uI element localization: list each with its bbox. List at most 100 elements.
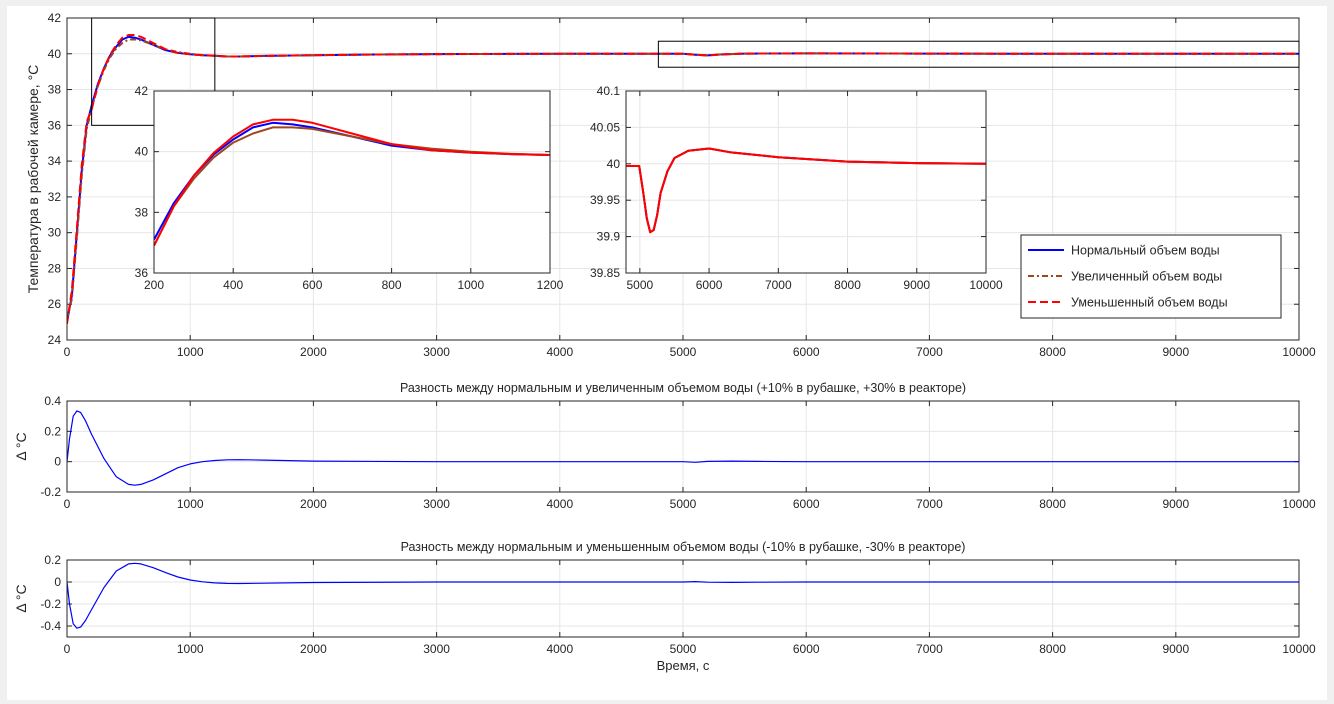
y-tick-label: 28 bbox=[48, 261, 62, 275]
x-tick-label: 600 bbox=[302, 278, 322, 292]
series-group bbox=[154, 118, 550, 247]
y-tick-label: -0.2 bbox=[40, 597, 61, 611]
y-tick-label: 42 bbox=[48, 11, 62, 25]
y-tick-label: 30 bbox=[48, 226, 62, 240]
axes-border bbox=[66, 400, 1300, 493]
legend-box bbox=[1020, 234, 1282, 319]
axes-border bbox=[625, 90, 987, 274]
y-tick-label: 34 bbox=[48, 154, 62, 168]
y-axis-label: Δ °C bbox=[13, 584, 29, 612]
axes-border bbox=[66, 559, 1300, 638]
x-tick-label: 1000 bbox=[177, 642, 204, 656]
x-tick-label: 2000 bbox=[300, 497, 327, 511]
x-tick-label: 10000 bbox=[969, 278, 1003, 292]
x-tick-label: 10000 bbox=[1282, 642, 1316, 656]
x-tick-label: 9000 bbox=[1162, 497, 1189, 511]
x-tick-label: 10000 bbox=[1282, 345, 1316, 359]
x-tick-label: 0 bbox=[64, 642, 71, 656]
x-tick-label: 4000 bbox=[546, 497, 573, 511]
y-tick-label: 40 bbox=[48, 47, 62, 61]
x-tick-label: 1000 bbox=[177, 497, 204, 511]
x-tick-label: 5000 bbox=[626, 278, 653, 292]
series-line-named-2 bbox=[626, 147, 986, 234]
x-tick-label: 7000 bbox=[916, 497, 943, 511]
x-tick-label: 4000 bbox=[546, 345, 573, 359]
chart-title: Разность между нормальным и уменьшенным … bbox=[401, 540, 966, 554]
series-group bbox=[67, 410, 1299, 486]
y-tick-label: 39.85 bbox=[590, 266, 620, 280]
legend-entry-0: Нормальный объем воды bbox=[1071, 244, 1220, 258]
y-tick-label: 40.1 bbox=[597, 84, 621, 98]
x-axis-label: Время, с bbox=[657, 658, 710, 673]
zoom-boxes-layer bbox=[91, 17, 1300, 126]
chart-title: Разность между нормальным и увеличенным … bbox=[400, 381, 966, 395]
y-tick-label: 40 bbox=[135, 145, 149, 159]
series-line-diff-0 bbox=[67, 410, 1299, 486]
y-tick-label: 39.95 bbox=[590, 193, 620, 207]
x-tick-label: 9000 bbox=[1162, 642, 1189, 656]
series-line-named-2 bbox=[154, 118, 550, 247]
y-tick-label: 0 bbox=[54, 455, 61, 469]
series-line-named-1 bbox=[154, 126, 550, 247]
y-tick-label: 36 bbox=[135, 266, 149, 280]
x-tick-label: 8000 bbox=[1039, 345, 1066, 359]
insets-layer: 200 400 600 800 1000 1200 36 38 40 42 5000 6000 7000… bbox=[135, 84, 1003, 292]
x-tick-label: 6000 bbox=[696, 278, 723, 292]
x-tick-label: 3000 bbox=[423, 642, 450, 656]
axes-1: 200 400 600 800 1000 1200 36 38 40 42 bbox=[135, 84, 564, 292]
y-tick-label: 0 bbox=[54, 575, 61, 589]
y-tick-label: 32 bbox=[48, 190, 62, 204]
y-tick-label: 38 bbox=[135, 205, 149, 219]
axes-border bbox=[66, 17, 1300, 341]
axes-background bbox=[626, 91, 986, 273]
x-tick-label: 1200 bbox=[537, 278, 564, 292]
y-axis-label: Температура в рабочей камере, °С bbox=[25, 65, 41, 294]
x-tick-label: 7000 bbox=[916, 345, 943, 359]
axes-2: 5000 6000 7000 8000 9000 10000 39.85 39.9 39.95 4… bbox=[590, 84, 1003, 292]
x-tick-label: 6000 bbox=[793, 642, 820, 656]
x-tick-label: 8000 bbox=[1039, 642, 1066, 656]
zoom-region-box-2 bbox=[657, 40, 1300, 68]
x-tick-label: 5000 bbox=[670, 642, 697, 656]
x-tick-label: 200 bbox=[144, 278, 164, 292]
series-group bbox=[67, 34, 1299, 325]
y-tick-label: -0.2 bbox=[40, 485, 61, 499]
y-tick-label: 42 bbox=[135, 84, 149, 98]
axes-background bbox=[154, 91, 550, 273]
y-tick-label: 26 bbox=[48, 297, 62, 311]
x-tick-label: 0 bbox=[64, 497, 71, 511]
y-tick-label: 40 bbox=[607, 157, 621, 171]
x-tick-label: 5000 bbox=[670, 497, 697, 511]
x-tick-label: 8000 bbox=[1039, 497, 1066, 511]
x-tick-label: 8000 bbox=[834, 278, 861, 292]
x-tick-label: 6000 bbox=[793, 345, 820, 359]
y-tick-label: 39.9 bbox=[597, 230, 621, 244]
x-tick-label: 9000 bbox=[903, 278, 930, 292]
axes-3: 0 1000 2000 3000 4000 5000 6000 7000 8000 9000 100… bbox=[13, 381, 1316, 511]
x-tick-label: 800 bbox=[382, 278, 402, 292]
series-group bbox=[67, 562, 1299, 629]
y-tick-label: 40.05 bbox=[590, 120, 620, 134]
x-tick-label: 2000 bbox=[300, 345, 327, 359]
x-tick-label: 10000 bbox=[1282, 497, 1316, 511]
y-tick-label: 0.2 bbox=[44, 424, 61, 438]
series-line-diff-0 bbox=[67, 562, 1299, 629]
x-tick-label: 7000 bbox=[765, 278, 792, 292]
x-tick-label: 2000 bbox=[300, 642, 327, 656]
y-tick-label: 36 bbox=[48, 118, 62, 132]
axes-border bbox=[153, 90, 551, 274]
x-tick-label: 5000 bbox=[670, 345, 697, 359]
x-tick-label: 7000 bbox=[916, 642, 943, 656]
x-tick-label: 1000 bbox=[177, 345, 204, 359]
x-tick-label: 3000 bbox=[423, 497, 450, 511]
zoom-region-box-1 bbox=[91, 17, 216, 126]
x-tick-label: 9000 bbox=[1162, 345, 1189, 359]
series-group bbox=[626, 147, 986, 234]
y-tick-label: 0.4 bbox=[44, 394, 61, 408]
legend-entry-2: Уменьшенный объем воды bbox=[1071, 296, 1228, 310]
y-tick-label: 38 bbox=[48, 83, 62, 97]
axes-4: 0 1000 2000 3000 4000 5000 6000 7000 8000 9000 100… bbox=[13, 540, 1316, 673]
x-tick-label: 6000 bbox=[793, 497, 820, 511]
y-tick-label: -0.4 bbox=[40, 619, 61, 633]
